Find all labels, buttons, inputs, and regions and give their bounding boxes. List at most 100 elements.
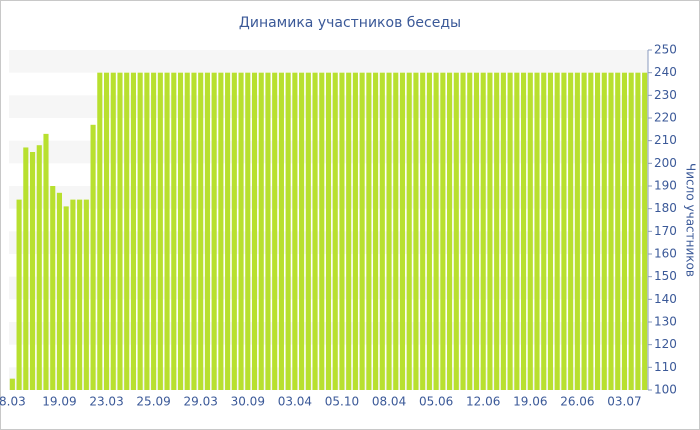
bar xyxy=(521,72,527,391)
bar xyxy=(23,147,29,390)
y-tick-label: 240 xyxy=(654,65,677,79)
bar xyxy=(70,199,76,390)
x-tick-label: 03.04 xyxy=(278,395,312,409)
bar xyxy=(588,72,594,391)
y-tick-label: 130 xyxy=(654,315,677,329)
bar xyxy=(554,72,560,391)
bar xyxy=(258,72,264,391)
bar xyxy=(433,72,439,391)
bar xyxy=(393,72,399,391)
x-tick-label: 29.03 xyxy=(184,395,218,409)
bar xyxy=(467,72,473,391)
bar xyxy=(218,72,224,391)
bar xyxy=(245,72,251,391)
bar xyxy=(63,206,69,390)
x-tick-label: 19.09 xyxy=(42,395,76,409)
bar xyxy=(305,72,311,391)
bar xyxy=(547,72,554,391)
bar xyxy=(265,72,271,391)
bar xyxy=(97,72,103,391)
bar xyxy=(56,192,63,390)
bar xyxy=(373,72,379,391)
bar xyxy=(319,72,325,391)
bar xyxy=(473,72,480,391)
bar xyxy=(642,72,648,391)
y-tick-label: 250 xyxy=(654,43,677,57)
bar xyxy=(594,72,601,391)
bar xyxy=(204,72,210,391)
x-tick-label: 08.04 xyxy=(372,395,406,409)
bar xyxy=(191,72,197,391)
bar xyxy=(103,72,110,391)
bar xyxy=(83,199,89,390)
y-tick-label: 120 xyxy=(654,337,677,351)
bar xyxy=(278,72,284,391)
bar xyxy=(238,72,244,391)
bar xyxy=(494,72,500,391)
x-tick-label: 05.06 xyxy=(419,395,453,409)
bar xyxy=(366,72,372,391)
bar xyxy=(507,72,513,391)
bar xyxy=(110,72,116,391)
bar xyxy=(130,72,136,391)
x-tick-label: 26.06 xyxy=(560,395,594,409)
bar xyxy=(601,72,607,391)
bar xyxy=(312,72,318,391)
bar xyxy=(460,72,466,391)
y-tick-label: 110 xyxy=(654,360,677,374)
y-tick-label: 100 xyxy=(654,383,677,397)
bar xyxy=(117,72,123,391)
bar xyxy=(231,72,237,391)
bar xyxy=(379,72,385,391)
bar xyxy=(352,72,358,391)
bar xyxy=(16,199,22,390)
bar xyxy=(628,72,634,391)
bar xyxy=(514,72,520,391)
bar xyxy=(211,72,217,391)
bar xyxy=(527,72,533,391)
y-tick-label: 210 xyxy=(654,133,677,147)
y-tick-label: 230 xyxy=(654,88,677,102)
x-tick-label: 03.07 xyxy=(607,395,641,409)
x-tick-label: 25.09 xyxy=(136,395,170,409)
bar xyxy=(574,72,580,391)
bar xyxy=(447,72,453,391)
bar xyxy=(184,72,190,391)
bar xyxy=(157,72,163,391)
x-tick-label: 05.10 xyxy=(325,395,359,409)
grid-band xyxy=(9,50,648,73)
bar xyxy=(225,72,231,391)
bar xyxy=(581,72,587,391)
bar xyxy=(480,72,486,391)
x-tick-label: 8.03 xyxy=(0,395,26,409)
bar xyxy=(325,72,332,391)
bar xyxy=(251,72,258,391)
x-tick-label: 12.06 xyxy=(466,395,500,409)
bar xyxy=(77,199,83,390)
bar xyxy=(568,72,574,391)
bar xyxy=(399,72,406,391)
y-tick-label: 190 xyxy=(654,179,677,193)
bar xyxy=(339,72,345,391)
bar xyxy=(164,72,170,391)
y-tick-label: 140 xyxy=(654,292,677,306)
y-axis-label: Число участников xyxy=(684,163,698,277)
x-tick-label: 30.09 xyxy=(231,395,265,409)
bar xyxy=(36,145,42,390)
y-tick-label: 170 xyxy=(654,224,677,238)
bar xyxy=(272,72,278,391)
bar xyxy=(292,72,298,391)
bar xyxy=(500,72,506,391)
y-tick-label: 150 xyxy=(654,269,677,283)
bar xyxy=(359,72,365,391)
bar xyxy=(608,72,614,391)
y-tick-label: 160 xyxy=(654,247,677,261)
bar xyxy=(561,72,567,391)
bar xyxy=(144,72,150,391)
bar xyxy=(420,72,426,391)
bar xyxy=(487,72,493,391)
bar xyxy=(285,72,291,391)
bar xyxy=(386,72,392,391)
bar xyxy=(426,72,432,391)
